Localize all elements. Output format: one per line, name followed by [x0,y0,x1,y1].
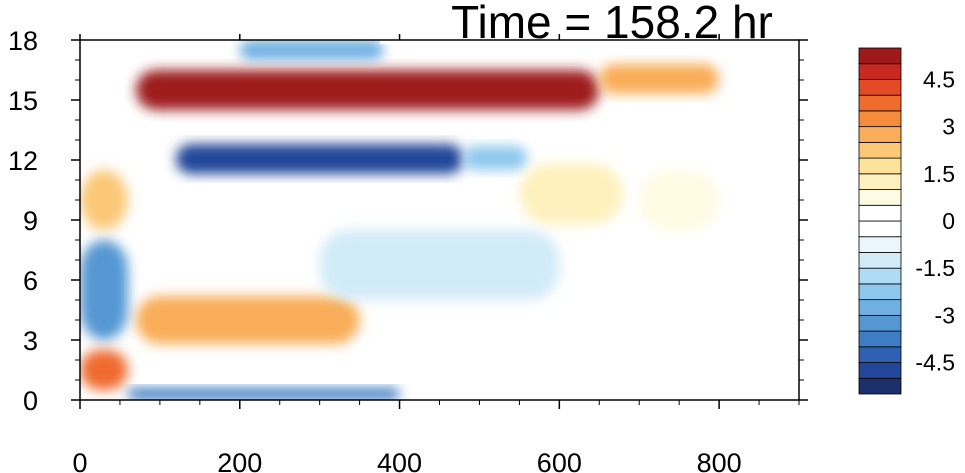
contour-feature [135,70,600,110]
colorbar-box [858,314,902,332]
y-tick-label: 0 [23,386,38,416]
contour-feature [175,144,464,174]
y-tick-label: 15 [8,86,38,116]
colorbar-box [858,330,902,348]
colorbar-box [858,204,902,222]
x-tick-label: 200 [217,448,262,473]
colorbar-tick-label: 1.5 [923,161,955,187]
colorbar-box [858,173,902,190]
colorbar-box [858,377,902,395]
contour-feature [135,296,360,344]
contour-field [80,40,720,400]
contour-feature [463,146,528,170]
colorbar-tick-label: 3 [942,114,955,140]
colorbar-box [858,63,902,80]
contour-feature [239,40,384,60]
y-tick-label: 9 [23,206,38,236]
colorbar-box [858,189,902,206]
colorbar-box [858,362,902,379]
contour-feature [639,170,720,230]
colorbar-box [858,110,902,128]
colorbar-box [858,94,902,112]
colorbar-tick-label: 4.5 [923,66,955,92]
x-tick-label: 800 [697,448,742,473]
colorbar-box [858,47,902,65]
y-tick-label: 18 [8,26,38,56]
contour-feature [127,388,400,400]
colorbar-box [858,236,902,253]
colorbar-box [858,267,902,285]
colorbar-box [858,283,902,301]
contour-feature [80,240,128,340]
x-tick-label: 600 [537,448,582,473]
y-tick-label: 6 [23,266,38,296]
colorbar-tick-label: -3 [935,302,955,328]
colorbar-box [858,126,902,143]
colorbar-box [858,299,902,316]
y-tick-label: 3 [23,326,38,356]
colorbar: 4.5 3 1.5 0 -1.5 -3 -4.5 [858,47,955,395]
chart-title: Time = 158.2 hr [451,0,773,48]
x-tick-label: 0 [72,448,87,473]
contour-feature [80,170,128,230]
colorbar-box [858,346,902,363]
colorbar-box [858,252,902,269]
y-tick-label: 12 [8,146,38,176]
colorbar-box [858,141,902,159]
colorbar-tick-label: -1.5 [915,255,955,281]
contour-feature [519,164,624,224]
colorbar-box [858,79,902,96]
colorbar-tick-label: 0 [942,208,955,234]
colorbar-box [858,220,902,238]
contour-feature [599,64,720,94]
title-backdrop [380,0,800,44]
axes: 0 200 400 600 800 0 3 6 9 12 15 18 [8,26,808,473]
x-tick-label: 400 [377,448,422,473]
contour-feature [80,350,128,390]
colorbar-box [858,157,902,175]
contour-feature [319,230,560,300]
colorbar-tick-label: -4.5 [915,350,955,376]
